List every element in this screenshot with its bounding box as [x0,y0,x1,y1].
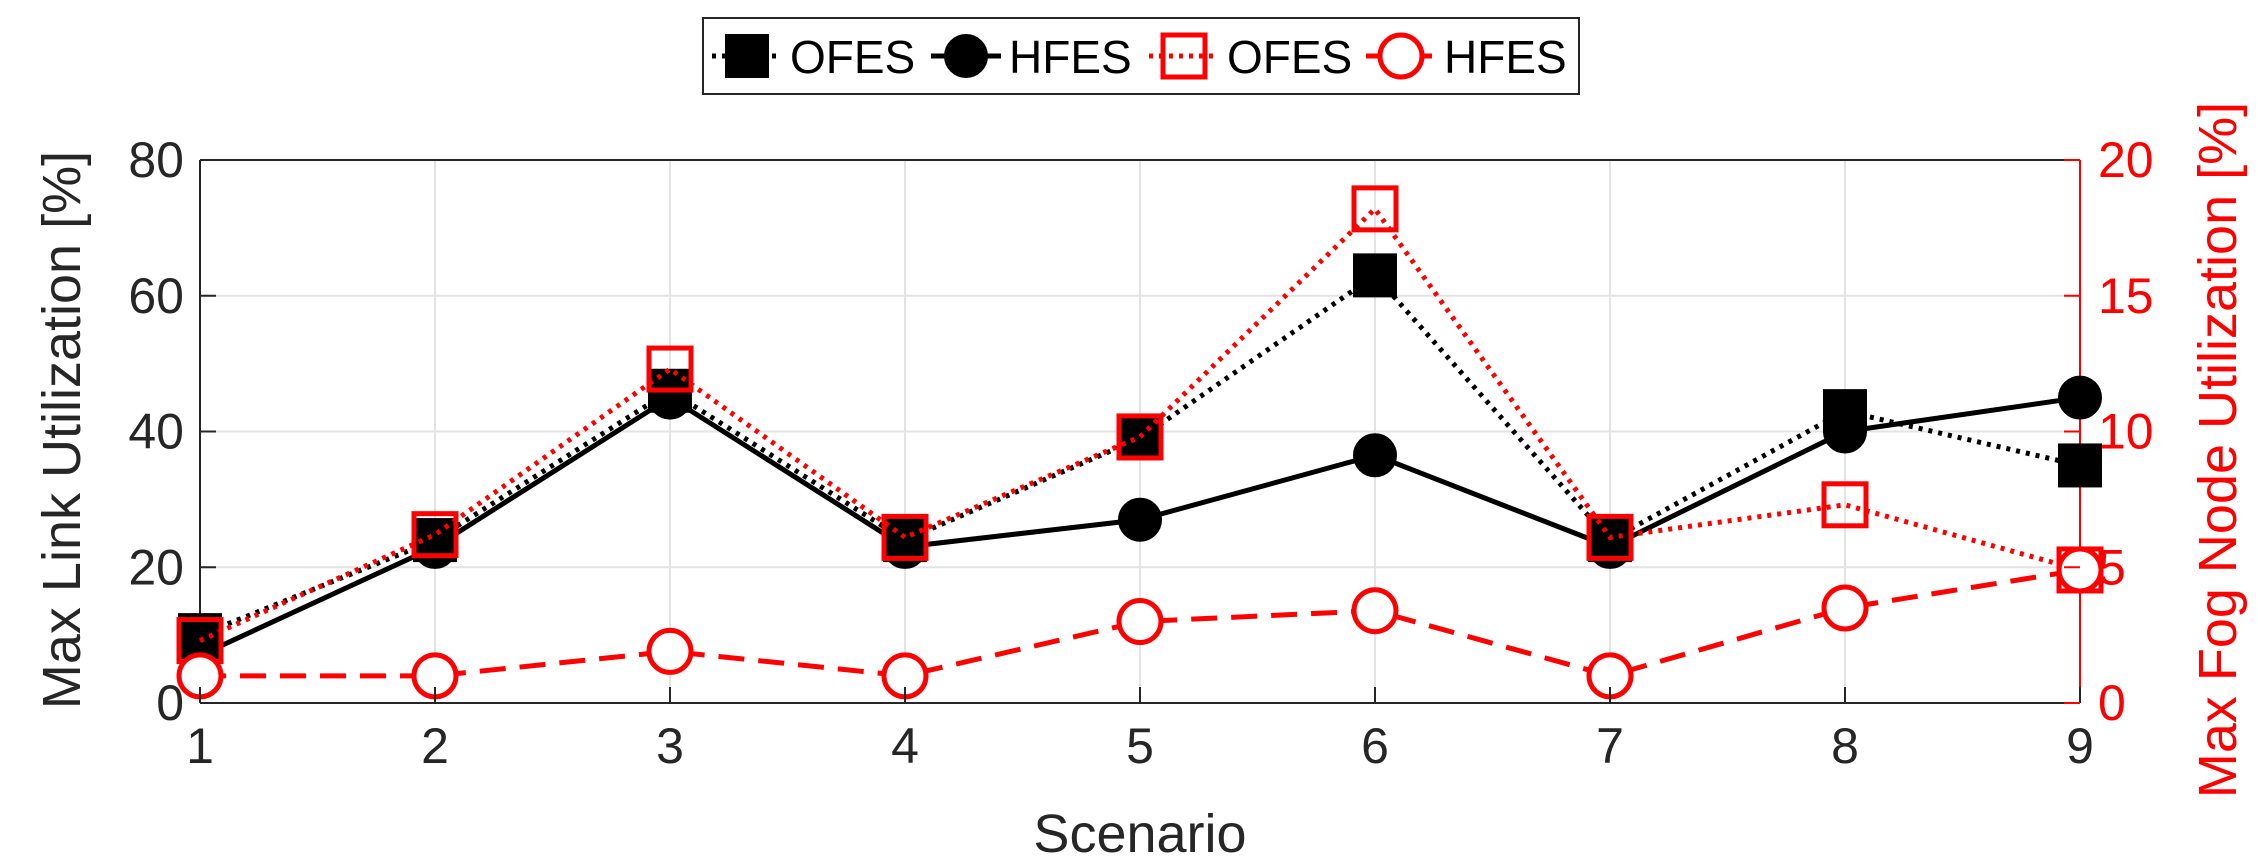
legend-marker [1377,32,1425,80]
data-point [648,375,692,420]
data-point [1351,185,1399,233]
y-tick-label-right: 0 [2098,675,2126,731]
legend-entry: OFES [1149,31,1352,83]
y-axis-label-left: Max Link Utilization [%] [32,151,92,709]
data-point [2058,375,2102,420]
legend-label: HFES [1009,31,1132,83]
legend-entry: OFES [712,31,915,83]
x-axis-label: Scenario [1033,804,1246,864]
y-tick-label-left: 20 [128,539,184,595]
data-point [1821,481,1869,529]
y-tick-label-right: 10 [2098,404,2154,460]
data-point [1588,524,1632,569]
data-point [881,513,929,561]
legend-marker [944,34,988,78]
y-tick-label-left: 60 [128,268,184,324]
data-point [1351,587,1399,635]
y-tick-label-right: 15 [2098,268,2154,324]
data-point [1116,598,1164,646]
legend-entry: HFES [931,31,1132,83]
legend-label: HFES [1444,31,1567,83]
legend-label: OFES [1227,31,1352,83]
x-tick-label: 8 [1831,718,1859,774]
y-tick-label-right: 5 [2098,539,2126,595]
x-tick-label: 1 [186,718,214,774]
y-tick-label-left: 40 [128,404,184,460]
y-tick-label-left: 80 [128,132,184,188]
x-tick-label: 2 [421,718,449,774]
series-line [198,205,2081,643]
x-tick-label: 7 [1596,718,1624,774]
data-point [646,345,694,393]
y-tick-label-right: 20 [2098,132,2154,188]
data-point [1821,584,1869,632]
data-point [1118,416,1162,461]
data-point [2056,546,2104,594]
data-point [1586,513,1634,561]
data-point [1353,253,1397,298]
x-tick-label: 4 [891,718,919,774]
y-tick-label-left: 0 [156,675,184,731]
data-point [411,511,459,559]
data-point [1118,497,1162,542]
data-point [1823,409,1867,454]
data-point [2058,443,2102,488]
x-tick-label: 9 [2066,718,2094,774]
legend-entry: HFES [1366,31,1567,83]
y-axis-label-right: Max Fog Node Utilization [%] [2188,102,2248,798]
legend-label: OFES [790,31,915,83]
legend: OFES HFES OFES HFES [702,17,1580,95]
x-tick-label: 6 [1361,718,1389,774]
data-point [1353,433,1397,478]
x-tick-label: 5 [1126,718,1154,774]
data-point [1116,413,1164,461]
x-tick-label: 3 [656,718,684,774]
legend-marker [725,34,769,78]
legend-marker [1160,32,1208,80]
data-point [883,524,927,569]
legend-box [702,17,1580,95]
data-point [413,524,457,569]
data-point [646,627,694,675]
